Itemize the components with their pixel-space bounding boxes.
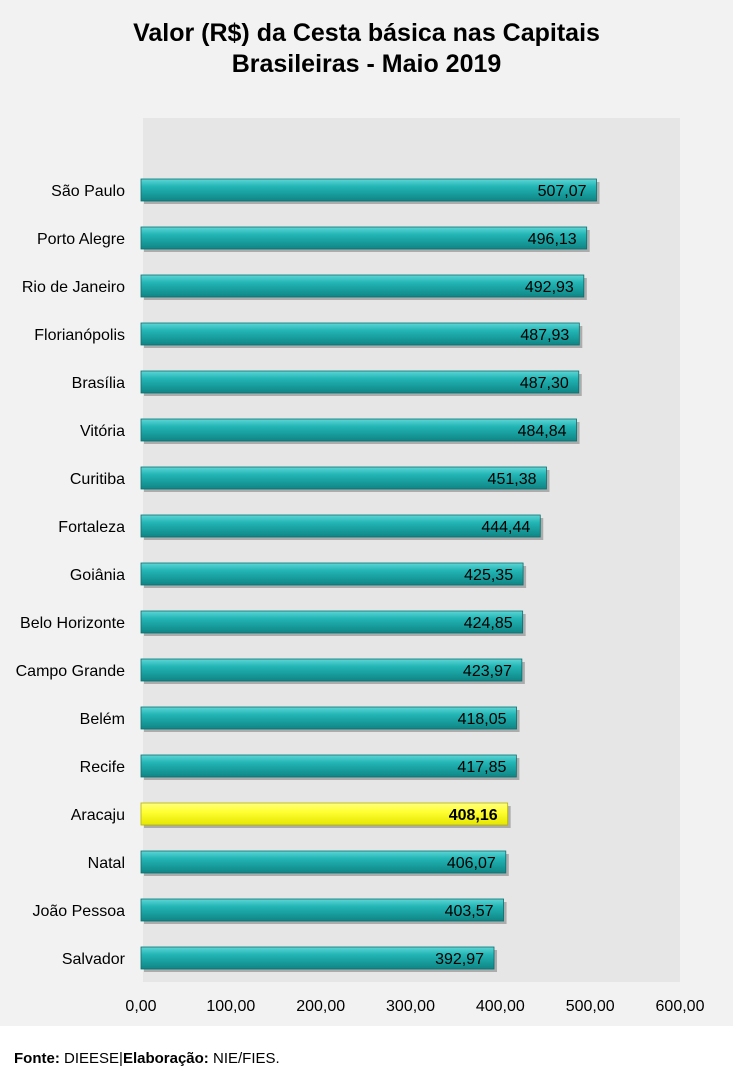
- x-tick-label: 600,00: [656, 998, 705, 1015]
- bars-group: São Paulo 507,07 Porto Alegre 496,13 Rio de …: [16, 178, 600, 972]
- value-label-florianopolis: 487,93: [520, 327, 569, 344]
- bar-natal: [140, 850, 507, 874]
- x-tick-label: 400,00: [476, 998, 525, 1015]
- bar-campo-grande: [140, 658, 523, 682]
- category-label-florianopolis: Florianópolis: [34, 327, 125, 344]
- category-label-curitiba: Curitiba: [70, 471, 125, 488]
- category-label-belem: Belém: [80, 711, 125, 728]
- bar-sao-paulo: [140, 178, 597, 202]
- bar-fortaleza: [140, 514, 541, 538]
- category-label-recife: Recife: [80, 759, 125, 776]
- x-tick-label: 500,00: [566, 998, 615, 1015]
- bar-recife: [140, 754, 517, 778]
- x-tick-label: 200,00: [296, 998, 345, 1015]
- bar-goiania: [140, 562, 524, 586]
- category-label-brasilia: Brasília: [72, 375, 125, 392]
- chart-title-line-2: Brasileiras - Maio 2019: [231, 50, 502, 78]
- credit-value: NIE/FIES.: [212, 1050, 280, 1067]
- category-label-fortaleza: Fortaleza: [58, 519, 125, 536]
- bar-belo-horizonte: [140, 610, 524, 634]
- x-tick-label: 300,00: [386, 998, 435, 1015]
- value-label-aracaju: 408,16: [449, 807, 498, 824]
- bar-porto-alegre: [140, 226, 588, 250]
- value-label-campo-grande: 423,97: [463, 663, 512, 680]
- category-label-goiania: Goiânia: [70, 567, 125, 584]
- plot-area: [143, 118, 680, 982]
- footer-separator: |: [119, 1050, 123, 1067]
- value-label-recife: 417,85: [457, 759, 506, 776]
- source-label: Fonte:: [14, 1050, 60, 1067]
- value-label-vitoria: 484,84: [518, 423, 567, 440]
- category-label-salvador: Salvador: [62, 951, 126, 968]
- bar-rio-de-janeiro: [140, 274, 585, 298]
- footer-source: Fonte: DIEESE|Elaboração: NIE/FIES.: [14, 1050, 280, 1067]
- bar-joao-pessoa: [140, 898, 504, 922]
- x-axis: 0,00 100,00 200,00 300,00 400,00 500,00 600,00: [125, 998, 704, 1015]
- source-value: DIEESE: [64, 1050, 120, 1067]
- x-tick-label: 0,00: [125, 998, 156, 1015]
- category-label-aracaju: Aracaju: [71, 807, 125, 824]
- value-label-fortaleza: 444,44: [481, 519, 530, 536]
- category-label-campo-grande: Campo Grande: [16, 663, 125, 680]
- chart-title-line-1: Valor (R$) da Cesta básica nas Capitais: [133, 19, 600, 47]
- category-label-belo-horizonte: Belo Horizonte: [20, 615, 125, 632]
- value-label-brasilia: 487,30: [520, 375, 569, 392]
- bar-salvador: [140, 946, 495, 970]
- bar-chart: São Paulo 507,07 Porto Alegre 496,13 Rio de …: [16, 118, 705, 1015]
- bar-brasilia: [140, 370, 580, 394]
- value-label-porto-alegre: 496,13: [528, 231, 577, 248]
- bar-belem: [140, 706, 517, 730]
- category-label-natal: Natal: [88, 855, 125, 872]
- value-label-curitiba: 451,38: [488, 471, 537, 488]
- value-label-natal: 406,07: [447, 855, 496, 872]
- category-label-sao-paulo: São Paulo: [51, 183, 125, 200]
- category-label-rio-de-janeiro: Rio de Janeiro: [22, 279, 125, 296]
- category-label-vitoria: Vitória: [80, 423, 125, 440]
- bar-florianopolis: [140, 322, 580, 346]
- value-label-belo-horizonte: 424,85: [464, 615, 513, 632]
- bar-aracaju: [140, 802, 509, 826]
- category-label-porto-alegre: Porto Alegre: [37, 231, 125, 248]
- value-label-joao-pessoa: 403,57: [445, 903, 494, 920]
- bar-curitiba: [140, 466, 547, 490]
- x-tick-label: 100,00: [206, 998, 255, 1015]
- chart-title: Valor (R$) da Cesta básica nas Capitais …: [0, 18, 733, 80]
- credit-label: Elaboração:: [122, 1050, 209, 1067]
- value-label-sao-paulo: 507,07: [538, 183, 587, 200]
- value-label-goiania: 425,35: [464, 567, 513, 584]
- bar-vitoria: [140, 418, 577, 442]
- value-label-rio-de-janeiro: 492,93: [525, 279, 574, 296]
- value-label-belem: 418,05: [458, 711, 507, 728]
- value-label-salvador: 392,97: [435, 951, 484, 968]
- category-label-joao-pessoa: João Pessoa: [32, 903, 125, 920]
